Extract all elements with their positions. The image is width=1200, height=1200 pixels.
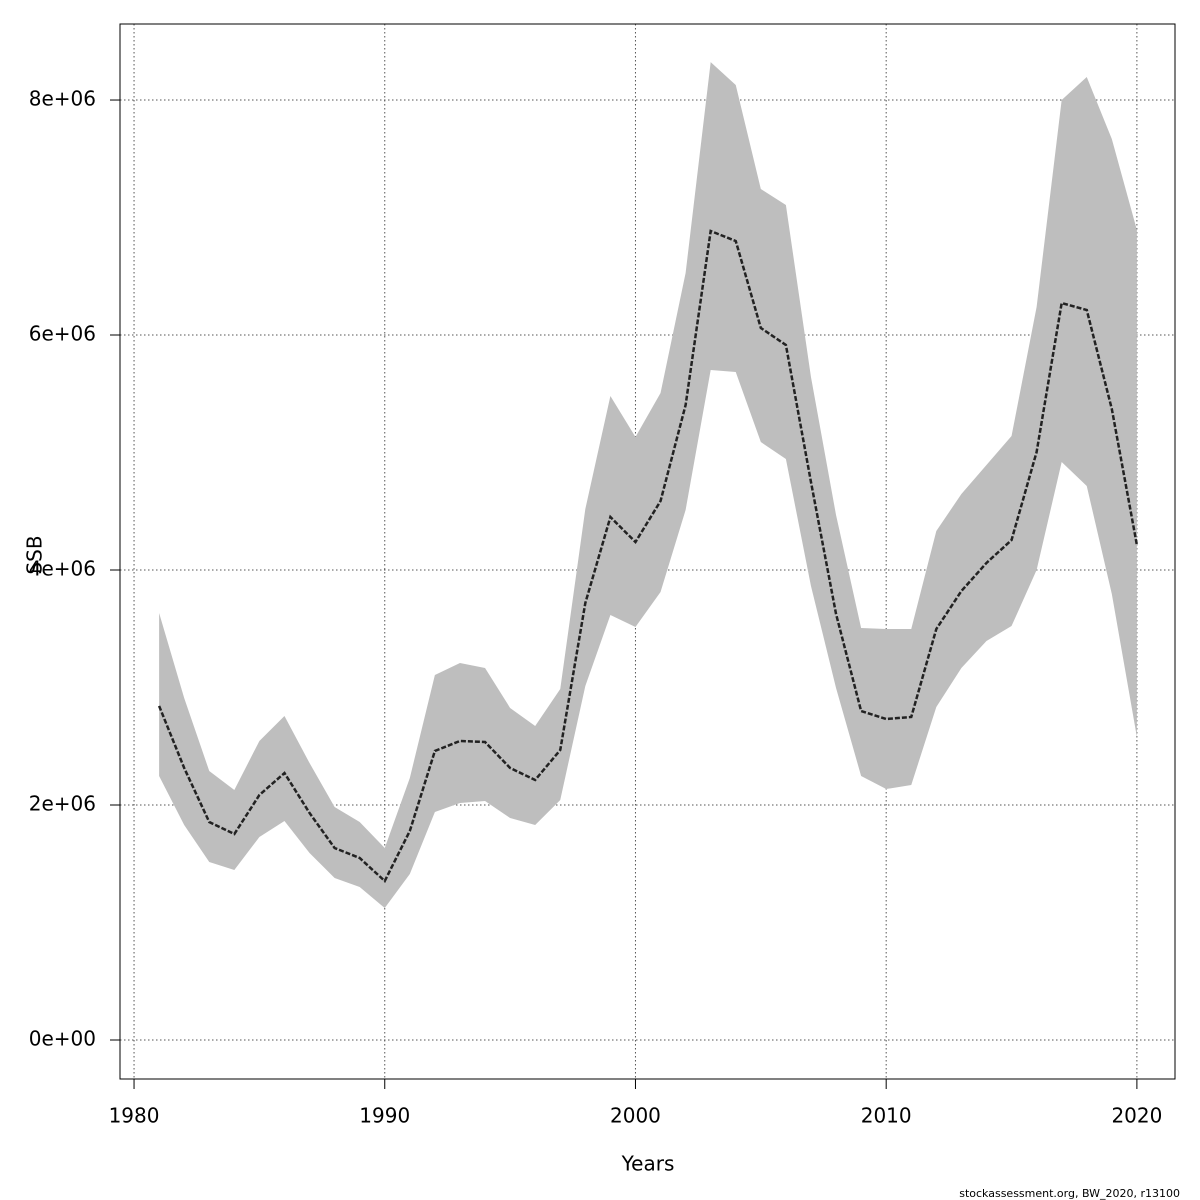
- y-axis-label: SSB: [23, 535, 47, 574]
- plot-frame: [119, 23, 1176, 1080]
- x-axis-label: Years: [621, 1152, 675, 1176]
- confidence-band: [159, 62, 1137, 909]
- y-tick-label: 0e+00: [29, 1026, 96, 1050]
- y-tick-label: 2e+06: [29, 791, 96, 815]
- footnote: stockassessment.org, BW_2020, r13100: [959, 1187, 1180, 1200]
- x-tick-label: 1980: [109, 1104, 160, 1128]
- x-tick-label: 2020: [1111, 1104, 1162, 1128]
- y-tick-label: 6e+06: [29, 322, 96, 346]
- x-tick-label: 2010: [861, 1104, 912, 1128]
- x-tick-label: 1990: [359, 1104, 410, 1128]
- y-tick-label: 8e+06: [29, 87, 96, 111]
- y-tick-label: 4e+06: [29, 557, 96, 581]
- line: [157, 229, 1139, 884]
- x-tick-label: 2000: [610, 1104, 661, 1128]
